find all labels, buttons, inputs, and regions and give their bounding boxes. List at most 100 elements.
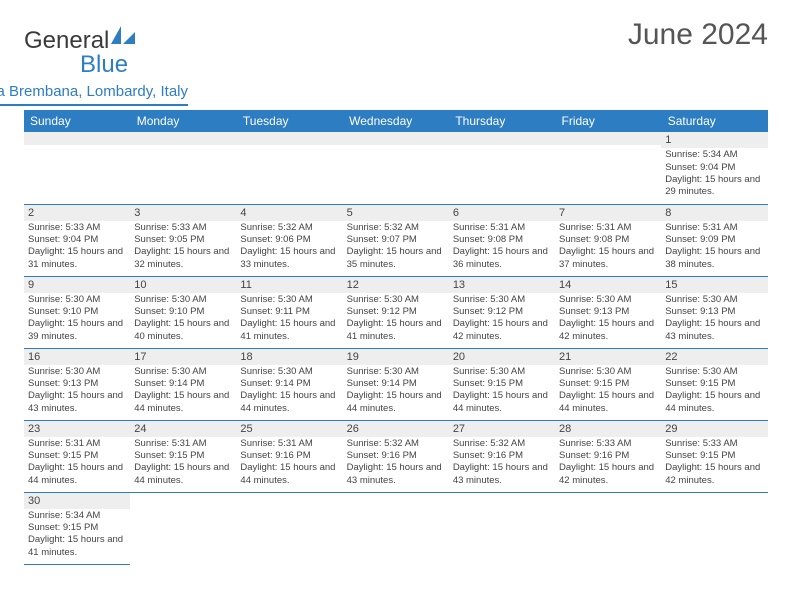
day-number: 20 [449, 349, 555, 365]
calendar-cell: 13Sunrise: 5:30 AMSunset: 9:12 PMDayligh… [449, 276, 555, 348]
day-number: 17 [130, 349, 236, 365]
weekday-row: SundayMondayTuesdayWednesdayThursdayFrid… [24, 110, 768, 132]
sunset-line: Sunset: 9:09 PM [665, 234, 763, 246]
sunrise-line: Sunrise: 5:31 AM [134, 438, 232, 450]
day-number: 28 [555, 421, 661, 437]
sunset-line: Sunset: 9:16 PM [453, 450, 551, 462]
sunrise-line: Sunrise: 5:32 AM [347, 438, 445, 450]
daylight-line: Daylight: 15 hours and 31 minutes. [28, 246, 126, 271]
sunset-line: Sunset: 9:16 PM [240, 450, 338, 462]
daylight-line: Daylight: 15 hours and 43 minutes. [665, 318, 763, 343]
sunrise-line: Sunrise: 5:30 AM [453, 366, 551, 378]
calendar-cell: 23Sunrise: 5:31 AMSunset: 9:15 PMDayligh… [24, 420, 130, 492]
daylight-line: Daylight: 15 hours and 32 minutes. [134, 246, 232, 271]
calendar-cell: 22Sunrise: 5:30 AMSunset: 9:15 PMDayligh… [661, 348, 767, 420]
day-number: 9 [24, 277, 130, 293]
daylight-line: Daylight: 15 hours and 37 minutes. [559, 246, 657, 271]
daylight-line: Daylight: 15 hours and 42 minutes. [559, 462, 657, 487]
calendar-cell [343, 492, 449, 564]
logo-text-general: General [24, 27, 109, 54]
sunrise-line: Sunrise: 5:33 AM [665, 438, 763, 450]
day-number: 2 [24, 205, 130, 221]
weekday-header: Friday [555, 110, 661, 132]
sunrise-line: Sunrise: 5:31 AM [453, 222, 551, 234]
weekday-header: Monday [130, 110, 236, 132]
logo: GeneralBlue [24, 26, 137, 77]
sunset-line: Sunset: 9:15 PM [453, 378, 551, 390]
sunset-line: Sunset: 9:13 PM [665, 306, 763, 318]
sunset-line: Sunset: 9:14 PM [240, 378, 338, 390]
day-number: 13 [449, 277, 555, 293]
sunset-line: Sunset: 9:14 PM [347, 378, 445, 390]
empty-day-strip [343, 132, 449, 145]
daylight-line: Daylight: 15 hours and 42 minutes. [665, 462, 763, 487]
sunrise-line: Sunrise: 5:30 AM [559, 294, 657, 306]
sunset-line: Sunset: 9:10 PM [134, 306, 232, 318]
day-number: 3 [130, 205, 236, 221]
sunrise-line: Sunrise: 5:30 AM [134, 294, 232, 306]
calendar-cell: 16Sunrise: 5:30 AMSunset: 9:13 PMDayligh… [24, 348, 130, 420]
calendar-cell [555, 492, 661, 564]
sunset-line: Sunset: 9:16 PM [559, 450, 657, 462]
empty-day-strip [236, 132, 342, 145]
daylight-line: Daylight: 15 hours and 44 minutes. [28, 462, 126, 487]
calendar-row: 1Sunrise: 5:34 AMSunset: 9:04 PMDaylight… [24, 132, 768, 204]
sunrise-line: Sunrise: 5:30 AM [28, 294, 126, 306]
sunset-line: Sunset: 9:16 PM [347, 450, 445, 462]
sunrise-line: Sunrise: 5:32 AM [347, 222, 445, 234]
sunset-line: Sunset: 9:15 PM [28, 450, 126, 462]
day-number: 14 [555, 277, 661, 293]
daylight-line: Daylight: 15 hours and 41 minutes. [240, 318, 338, 343]
logo-text: GeneralBlue [24, 26, 137, 77]
sunrise-line: Sunrise: 5:31 AM [28, 438, 126, 450]
calendar-cell: 28Sunrise: 5:33 AMSunset: 9:16 PMDayligh… [555, 420, 661, 492]
sunset-line: Sunset: 9:12 PM [453, 306, 551, 318]
sunset-line: Sunset: 9:05 PM [134, 234, 232, 246]
day-number: 21 [555, 349, 661, 365]
day-number: 25 [236, 421, 342, 437]
calendar-cell: 2Sunrise: 5:33 AMSunset: 9:04 PMDaylight… [24, 204, 130, 276]
daylight-line: Daylight: 15 hours and 42 minutes. [453, 318, 551, 343]
calendar-cell: 25Sunrise: 5:31 AMSunset: 9:16 PMDayligh… [236, 420, 342, 492]
location-bar: Piazza Brembana, Lombardy, Italy [24, 83, 768, 106]
calendar-cell: 30Sunrise: 5:34 AMSunset: 9:15 PMDayligh… [24, 492, 130, 564]
sunrise-line: Sunrise: 5:33 AM [28, 222, 126, 234]
sunrise-line: Sunrise: 5:34 AM [28, 510, 126, 522]
weekday-header: Saturday [661, 110, 767, 132]
daylight-line: Daylight: 15 hours and 44 minutes. [665, 390, 763, 415]
calendar-cell: 6Sunrise: 5:31 AMSunset: 9:08 PMDaylight… [449, 204, 555, 276]
weekday-header: Wednesday [343, 110, 449, 132]
day-number: 10 [130, 277, 236, 293]
sunrise-line: Sunrise: 5:31 AM [559, 222, 657, 234]
day-number: 7 [555, 205, 661, 221]
calendar-cell: 18Sunrise: 5:30 AMSunset: 9:14 PMDayligh… [236, 348, 342, 420]
empty-day-strip [24, 132, 130, 145]
calendar-cell: 8Sunrise: 5:31 AMSunset: 9:09 PMDaylight… [661, 204, 767, 276]
daylight-line: Daylight: 15 hours and 43 minutes. [28, 390, 126, 415]
sunset-line: Sunset: 9:15 PM [559, 378, 657, 390]
calendar-cell: 29Sunrise: 5:33 AMSunset: 9:15 PMDayligh… [661, 420, 767, 492]
sunset-line: Sunset: 9:15 PM [28, 522, 126, 534]
day-number: 19 [343, 349, 449, 365]
logo-text-blue: Blue [80, 51, 128, 78]
day-number: 4 [236, 205, 342, 221]
calendar-page: GeneralBlue June 2024 Piazza Brembana, L… [0, 0, 792, 583]
calendar-cell: 27Sunrise: 5:32 AMSunset: 9:16 PMDayligh… [449, 420, 555, 492]
calendar-cell: 11Sunrise: 5:30 AMSunset: 9:11 PMDayligh… [236, 276, 342, 348]
title-block: June 2024 [628, 18, 768, 56]
calendar-table: SundayMondayTuesdayWednesdayThursdayFrid… [24, 110, 768, 565]
day-number: 11 [236, 277, 342, 293]
daylight-line: Daylight: 15 hours and 44 minutes. [134, 462, 232, 487]
day-number: 26 [343, 421, 449, 437]
sunrise-line: Sunrise: 5:30 AM [134, 366, 232, 378]
calendar-row: 9Sunrise: 5:30 AMSunset: 9:10 PMDaylight… [24, 276, 768, 348]
sunset-line: Sunset: 9:14 PM [134, 378, 232, 390]
calendar-cell: 4Sunrise: 5:32 AMSunset: 9:06 PMDaylight… [236, 204, 342, 276]
day-number: 15 [661, 277, 767, 293]
logo-sail-icon [111, 26, 137, 46]
calendar-cell [24, 132, 130, 204]
sunrise-line: Sunrise: 5:31 AM [665, 222, 763, 234]
sunset-line: Sunset: 9:15 PM [665, 378, 763, 390]
daylight-line: Daylight: 15 hours and 41 minutes. [28, 534, 126, 559]
calendar-row: 30Sunrise: 5:34 AMSunset: 9:15 PMDayligh… [24, 492, 768, 564]
